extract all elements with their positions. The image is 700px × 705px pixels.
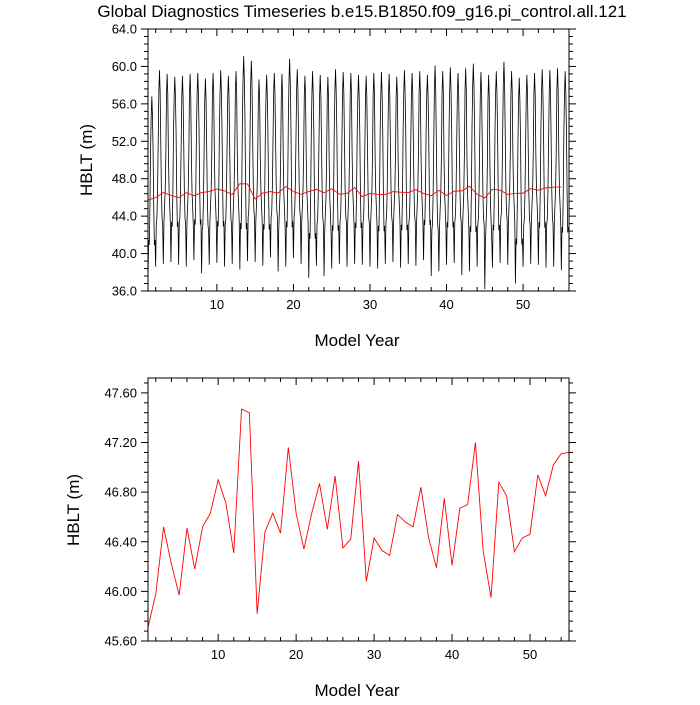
bottom-y-tick-label: 46.80	[104, 485, 137, 500]
bottom-y-tick-label: 47.60	[104, 385, 137, 400]
bottom-x-tick-label: 20	[289, 647, 303, 662]
bottom-x-tick-label: 50	[523, 647, 537, 662]
top-y-tick-label: 36.0	[112, 284, 137, 299]
bottom-y-axis-label: HBLT (m)	[64, 474, 83, 546]
top-y-tick-label: 48.0	[112, 171, 137, 186]
top-y-tick-label: 40.0	[112, 246, 137, 261]
top-x-tick-label: 40	[439, 297, 453, 312]
top-y-tick-label: 52.0	[112, 134, 137, 149]
bottom-plot-frame	[147, 377, 570, 642]
bottom-x-tick-label: 40	[445, 647, 459, 662]
top-x-tick-label: 50	[516, 297, 530, 312]
bottom-series-line-1	[147, 408, 570, 628]
bottom-plot-marks	[147, 408, 570, 628]
bottom-y-tick-label: 45.60	[104, 634, 137, 649]
bottom-y-tick-label: 46.40	[104, 534, 137, 549]
chart-title: Global Diagnostics Timeseries b.e15.B185…	[97, 2, 626, 21]
bottom-axis-ticks: 10 20 30 40 50 45.60 46.00 46.40 46.80 47.20 47.60	[104, 378, 576, 662]
top-y-axis-label: HBLT (m)	[77, 124, 96, 196]
top-panel: 10 20 30 40 50 36.0 40.0 44.0 48.0 52.0 56.0 60.0 64…	[77, 22, 576, 350]
top-series-line-2	[147, 183, 562, 201]
top-y-tick-label: 64.0	[112, 22, 137, 37]
top-y-tick-label: 44.0	[112, 209, 137, 224]
top-y-tick-label: 60.0	[112, 59, 137, 74]
bottom-panel: 10 20 30 40 50 45.60 46.00 46.40 46.80 47.20 47.60…	[64, 377, 576, 700]
bottom-y-tick-label: 47.20	[104, 435, 137, 450]
top-x-tick-label: 10	[210, 297, 224, 312]
top-plot-marks	[147, 56, 569, 290]
bottom-x-tick-label: 30	[367, 647, 381, 662]
top-series-line-1	[147, 56, 569, 290]
top-axis-ticks: 10 20 30 40 50 36.0 40.0 44.0 48.0 52.0 56.0 60.0 64…	[112, 22, 576, 312]
top-y-tick-label: 56.0	[112, 96, 137, 111]
bottom-x-axis-label: Model Year	[314, 681, 399, 700]
top-x-tick-label: 20	[286, 297, 300, 312]
top-plot-frame	[147, 28, 570, 292]
bottom-y-tick-label: 46.00	[104, 584, 137, 599]
top-x-tick-label: 30	[363, 297, 377, 312]
bottom-x-tick-label: 10	[211, 647, 225, 662]
top-x-axis-label: Model Year	[314, 331, 399, 350]
